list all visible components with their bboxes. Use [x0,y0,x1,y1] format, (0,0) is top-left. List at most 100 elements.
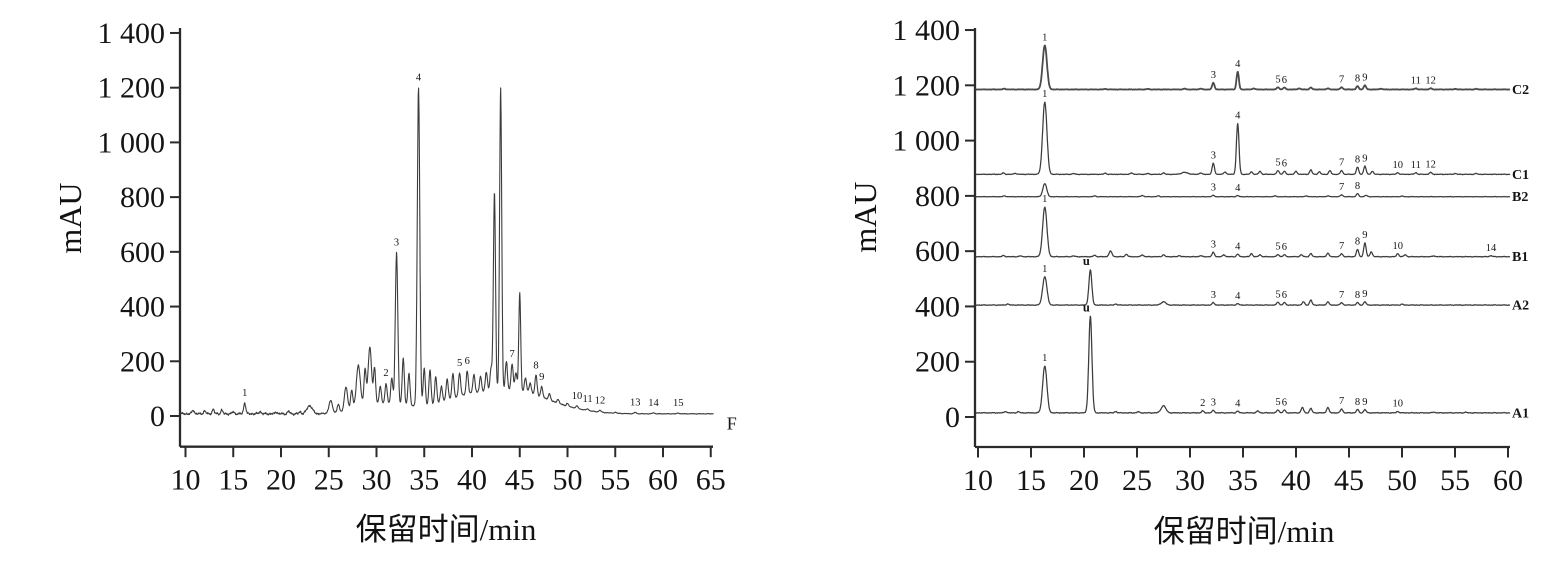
y-tick-label: 1 200 [893,69,961,102]
chromatogram-trace [179,87,714,416]
x-tick-label: 15 [218,464,248,497]
trace-C2 [974,44,1511,91]
trace-label-A1: A1 [1512,406,1529,421]
peak-label-10: 10 [572,391,583,402]
trace-label-B1: B1 [1512,250,1528,265]
peak-label-6: 6 [1282,75,1287,86]
trace-label-B2: B2 [1512,190,1528,205]
peak-label-3: 3 [1211,290,1216,301]
peak-label-14: 14 [1486,243,1497,254]
x-tick-label: 55 [600,464,630,497]
x-tick-label: 45 [1334,464,1364,497]
peak-label-4: 4 [1235,111,1241,122]
x-tick-label: 50 [553,464,583,497]
peak-label-5: 5 [1275,158,1280,169]
x-tick-label: 50 [1387,464,1417,497]
peak-label-7: 7 [1339,158,1344,169]
peak-label-7: 7 [1339,241,1344,252]
peak-label-1: 1 [1042,353,1047,364]
trace-B2 [975,182,1511,198]
peak-label-7: 7 [1339,290,1344,301]
y-tick-label: 800 [915,180,960,213]
x-tick-label: 40 [1281,464,1311,497]
y-tick-label: 200 [915,346,960,379]
peak-label-1: 1 [1042,89,1047,100]
peak-label-9: 9 [1362,397,1367,408]
x-tick-label: 25 [1122,464,1152,497]
peak-label-3: 3 [1211,70,1216,81]
peak-label-8: 8 [1355,397,1360,408]
peak-label-9: 9 [1362,153,1367,164]
peak-label-7: 7 [1339,182,1344,193]
left-chart-y-axis-title: mAU [52,182,88,254]
peak-label-3: 3 [1211,398,1216,409]
peak-label-7: 7 [1339,396,1344,407]
x-tick-label: 35 [1228,464,1258,497]
x-tick-label: 35 [409,464,439,497]
peak-label-8: 8 [1355,290,1360,301]
annotation-F: F [727,414,737,434]
peak-label-15: 15 [673,398,684,409]
peak-label-12: 12 [1425,76,1436,87]
peak-label-7: 7 [1339,74,1344,85]
peak-label-6: 6 [1282,290,1287,301]
peak-label-10: 10 [1393,399,1404,410]
peak-label-6: 6 [1282,159,1287,170]
peak-label-8: 8 [1355,237,1360,248]
y-tick-label: 1 400 [893,14,961,47]
x-tick-label: 60 [648,464,678,497]
trace-label-C2: C2 [1512,83,1529,98]
peak-label-7: 7 [509,349,514,360]
y-tick-label: 200 [120,345,165,378]
peak-label-1: 1 [242,388,247,399]
y-tick-label: 400 [120,291,165,324]
peak-label-8: 8 [1355,154,1360,165]
y-tick-label: 600 [915,235,960,268]
peak-label-5: 5 [457,358,462,369]
x-tick-label: 30 [1175,464,1205,497]
peak-label-9: 9 [1362,289,1367,300]
peak-label-1: 1 [1042,194,1047,205]
peak-label-3: 3 [394,237,399,248]
x-tick-label: 20 [1069,464,1099,497]
y-tick-label: 0 [150,400,165,433]
y-tick-label: 1 200 [98,72,166,105]
peak-label-6: 6 [465,356,470,367]
x-tick-label: 10 [171,464,201,497]
trace-C1 [975,101,1511,176]
peak-label-u: u [1083,254,1090,268]
peak-label-5: 5 [1275,74,1280,85]
peak-label-2: 2 [1200,398,1205,409]
right-chart-y-axis-title: mAU [847,181,883,253]
peak-label-11: 11 [1411,76,1421,87]
peak-label-8: 8 [533,360,538,371]
peak-label-14: 14 [648,398,659,409]
peak-label-5: 5 [1275,289,1280,300]
trace-B1 [975,206,1511,258]
peak-label-3: 3 [1211,151,1216,162]
peak-label-10: 10 [1393,241,1404,252]
peak-label-4: 4 [1235,398,1241,409]
peak-label-4: 4 [1235,291,1241,302]
peak-label-11: 11 [582,394,592,405]
peak-label-1: 1 [1042,264,1047,275]
peak-label-12: 12 [1425,160,1436,171]
y-tick-label: 0 [945,401,960,434]
peak-label-4: 4 [416,73,422,84]
peak-label-8: 8 [1355,181,1360,192]
right-chart-x-axis-title: 保留时间/min [1153,514,1335,549]
peak-label-10: 10 [1393,160,1404,171]
y-tick-label: 1 000 [893,125,961,158]
x-tick-label: 15 [1016,464,1046,497]
peak-label-4: 4 [1235,241,1241,252]
y-tick-label: 1 000 [98,126,166,159]
y-tick-label: 400 [915,290,960,323]
peak-label-6: 6 [1282,397,1287,408]
trace-label-A2: A2 [1512,299,1529,314]
y-tick-label: 800 [120,181,165,214]
y-tick-label: 1 400 [98,17,166,50]
peak-label-9: 9 [1362,73,1367,84]
peak-label-2: 2 [383,368,388,379]
peak-label-1: 1 [1042,32,1047,43]
